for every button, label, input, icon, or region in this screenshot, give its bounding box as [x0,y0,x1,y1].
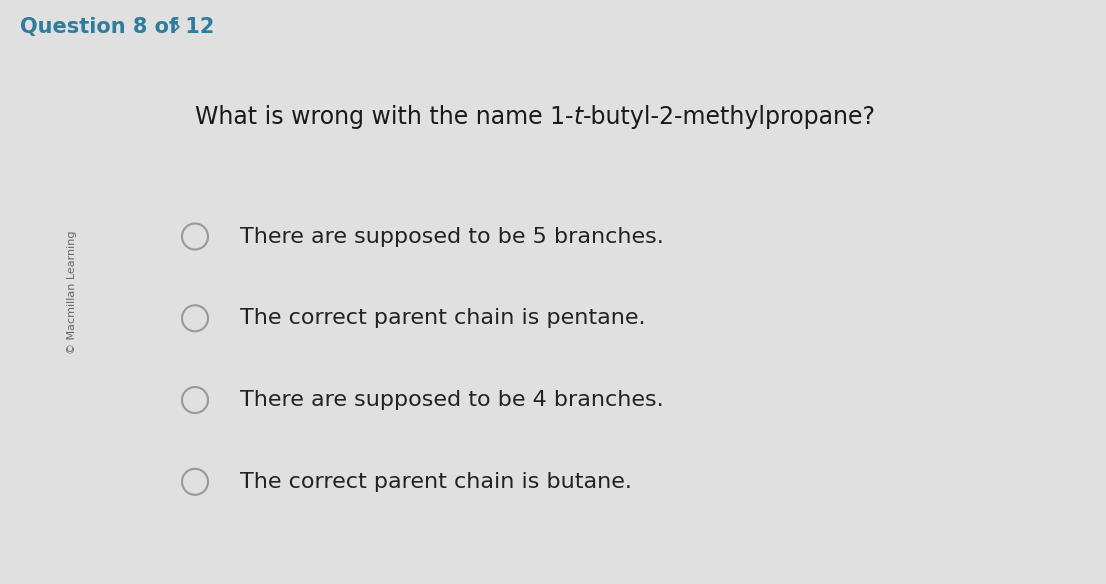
Text: There are supposed to be 4 branches.: There are supposed to be 4 branches. [240,390,664,410]
Text: t: t [574,105,583,129]
Text: -butyl-2-methylpropane?: -butyl-2-methylpropane? [583,105,876,129]
Text: What is wrong with the name 1-: What is wrong with the name 1- [195,105,574,129]
Text: © Macmillan Learning: © Macmillan Learning [67,230,77,354]
Text: The correct parent chain is pentane.: The correct parent chain is pentane. [240,308,646,328]
Text: ›: › [171,15,181,39]
Text: There are supposed to be 5 branches.: There are supposed to be 5 branches. [240,227,664,246]
Text: The correct parent chain is butane.: The correct parent chain is butane. [240,472,632,492]
Text: Question 8 of 12: Question 8 of 12 [20,18,215,37]
